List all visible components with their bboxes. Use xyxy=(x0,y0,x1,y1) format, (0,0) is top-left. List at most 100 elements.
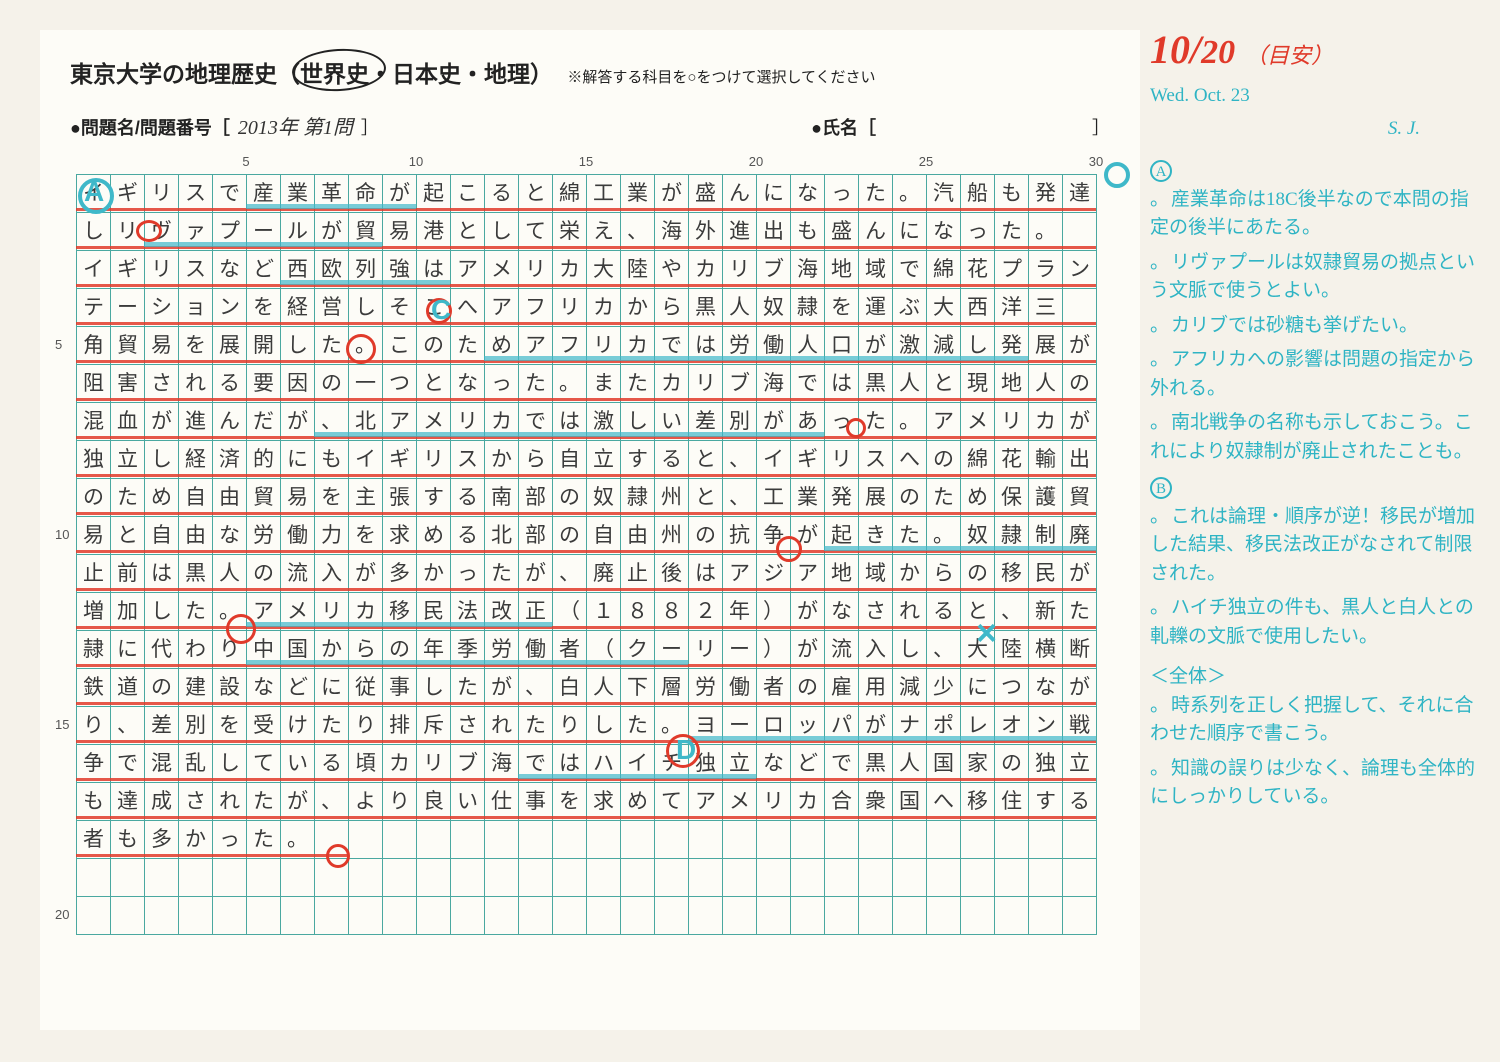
grid-cell: ク xyxy=(627,637,648,661)
grid-cell: 易 xyxy=(389,219,410,243)
grid-cell: の xyxy=(559,485,580,509)
grid-cell: ギ xyxy=(117,181,138,205)
grid-cell: は xyxy=(695,561,716,585)
grid-cell: い xyxy=(287,751,308,775)
grid-cell: 奴 xyxy=(763,295,784,319)
name-label: ●氏名［ xyxy=(811,114,876,140)
grid-cell: 工 xyxy=(763,485,784,509)
grid-cell: 合 xyxy=(831,789,852,813)
grid-cell: し xyxy=(491,219,512,243)
grid-cell: 部 xyxy=(525,523,546,547)
row-number: 5 xyxy=(55,337,62,352)
grid-cell: な xyxy=(219,257,240,281)
grid-cell: 人 xyxy=(729,295,750,319)
grid-cell: 欧 xyxy=(321,257,342,281)
grid-cell: し xyxy=(355,295,376,319)
grid-cell: ン xyxy=(219,295,240,319)
grid-cell: リ xyxy=(1001,409,1022,433)
grid-cell: 州 xyxy=(661,523,682,547)
grid-cell: が xyxy=(797,599,818,623)
grid-cell: 混 xyxy=(83,409,104,433)
grid-cell: プ xyxy=(1001,257,1022,281)
grid-cell: 働 xyxy=(525,637,546,661)
grid-cell: が xyxy=(1069,333,1090,357)
grid-cell: ら xyxy=(355,637,376,661)
grid-cell: ン xyxy=(1069,257,1090,281)
grid-cell: て xyxy=(525,219,546,243)
grid-cell: ８ xyxy=(627,599,648,623)
grid-cell: 増 xyxy=(83,599,104,623)
grid-cell: え xyxy=(593,219,614,243)
grid-cell: 工 xyxy=(593,181,614,205)
grid-cell: き xyxy=(865,523,886,547)
grid-cell: 流 xyxy=(287,561,308,585)
grid-cell: ナ xyxy=(899,713,920,737)
grid-cell: が xyxy=(797,637,818,661)
problem-value: 2013年 第1問 xyxy=(238,111,353,140)
grid-cell: 隷 xyxy=(1001,523,1022,547)
grid-cell: フ xyxy=(559,333,580,357)
grid-cell: 域 xyxy=(865,257,886,281)
grid-cell: 現 xyxy=(967,371,988,395)
grid-cell: 隷 xyxy=(797,295,818,319)
grid-cell: 南 xyxy=(491,485,512,509)
grid-cell: で xyxy=(899,257,920,281)
grid-cell: 住 xyxy=(1001,789,1022,813)
grid-cell: に xyxy=(321,675,342,699)
grid-cell: イ xyxy=(355,447,376,471)
grid-cell: 止 xyxy=(627,561,648,585)
grid-cell: 自 xyxy=(593,523,614,547)
grid-cell: な xyxy=(219,523,240,547)
grid-cell: か xyxy=(321,637,342,661)
grid-cell: あ xyxy=(797,409,818,433)
grid-cell: の xyxy=(967,561,988,585)
grid-cell: 立 xyxy=(1069,751,1090,775)
grid-cell: が xyxy=(661,181,682,205)
grid-cell: カ xyxy=(695,257,716,281)
grid-cell: 戦 xyxy=(1069,713,1090,737)
grid-cell: 阻 xyxy=(83,371,104,395)
grid-cell: な xyxy=(933,219,954,243)
meta-row: ●問題名/問題番号［ 2013年 第1問 ］ ●氏名［ ］ xyxy=(70,111,1110,140)
grid-cell: 因 xyxy=(287,371,308,395)
grid-cell: カ xyxy=(627,333,648,357)
grid-cell: 。 xyxy=(933,523,954,547)
grid-cell: 者 xyxy=(83,827,104,851)
grid-cell: な xyxy=(457,371,478,395)
grid-cell: 用 xyxy=(865,675,886,699)
grid-cell: た xyxy=(865,409,886,433)
grid-cell: 護 xyxy=(1035,485,1056,509)
grid-cell: 激 xyxy=(899,333,920,357)
note-item: 南北戦争の名称も示しておこう。これにより奴隷制が廃止されたことも。 xyxy=(1150,409,1480,466)
grid-cell: は xyxy=(831,371,852,395)
grid-cell: の xyxy=(899,485,920,509)
grid-cell: め xyxy=(423,523,444,547)
grid-cell: 労 xyxy=(695,675,716,699)
grid-cell: て xyxy=(661,789,682,813)
grid-cell: 革 xyxy=(321,181,342,205)
grid-cell: ん xyxy=(219,409,240,433)
grid-cell: 。 xyxy=(661,713,682,737)
grid-cell: ス xyxy=(185,181,206,205)
grid-cell: へ xyxy=(457,295,478,319)
grid-cell: 綿 xyxy=(933,257,954,281)
grid-cell: 減 xyxy=(899,675,920,699)
grid-cell: ッ xyxy=(797,713,818,737)
grid-cell: は xyxy=(559,409,580,433)
grid-cell: 地 xyxy=(831,561,852,585)
grid-cell: ギ xyxy=(117,257,138,281)
grid-cell: わ xyxy=(185,637,206,661)
grid-cell: 海 xyxy=(797,257,818,281)
grid-cell: 入 xyxy=(865,637,886,661)
grid-cell: も xyxy=(1001,181,1022,205)
grid-cell: 抗 xyxy=(729,523,750,547)
grid-cell: る xyxy=(1069,789,1090,813)
grid-cell: の xyxy=(797,675,818,699)
grid-cell: 年 xyxy=(729,599,750,623)
grid-cell: の xyxy=(695,523,716,547)
grid-cell: カ xyxy=(1035,409,1056,433)
grid-cell: 国 xyxy=(899,789,920,813)
grid-cell: カ xyxy=(389,751,410,775)
grid-cell: が xyxy=(491,675,512,699)
grid-cell: 奴 xyxy=(967,523,988,547)
